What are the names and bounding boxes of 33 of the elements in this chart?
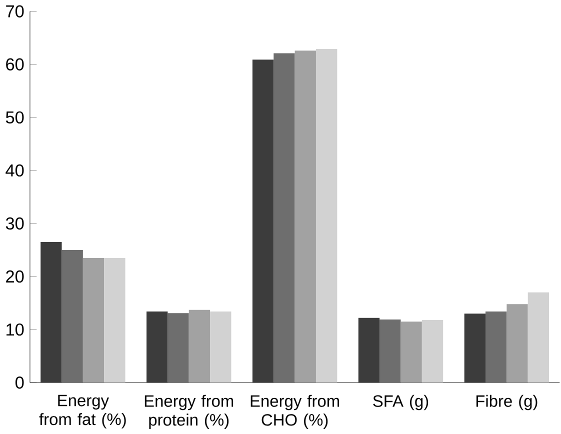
- bar: [274, 53, 295, 382]
- bar: [40, 242, 62, 382]
- y-tick-label: 10: [6, 323, 24, 336]
- y-tick-label: 20: [6, 270, 24, 283]
- y-tick-label: 60: [6, 58, 24, 70]
- bar: [400, 321, 422, 382]
- bar: [252, 60, 274, 382]
- x-tick-label: SFA (g): [373, 394, 428, 410]
- x-tick-label: Fibre (g): [476, 394, 538, 410]
- bar: [210, 311, 232, 382]
- bar: [104, 258, 126, 382]
- y-tick-label: 30: [6, 217, 24, 230]
- y-tick-label: 50: [6, 111, 24, 124]
- bar: [62, 250, 83, 382]
- x-tick-label: Energy from protein (%): [144, 394, 234, 429]
- bar: [168, 313, 189, 382]
- bar: [422, 320, 444, 382]
- y-tick-label: 0: [15, 376, 24, 389]
- y-tick-label: 40: [6, 164, 24, 176]
- y-tick-label: 70: [6, 5, 24, 18]
- bar: [146, 311, 168, 382]
- bar: [316, 48, 338, 382]
- bar: [188, 310, 210, 382]
- bar: [486, 311, 507, 382]
- bar: [358, 318, 380, 382]
- bar: [506, 304, 528, 382]
- x-tick-label: Energy from CHO (%): [250, 394, 340, 429]
- x-tick-label: Energy from fat (%): [39, 394, 126, 428]
- bar: [82, 258, 104, 382]
- bar: [294, 50, 316, 382]
- bar: [380, 319, 401, 382]
- bar: [464, 314, 486, 382]
- bar: [528, 292, 550, 382]
